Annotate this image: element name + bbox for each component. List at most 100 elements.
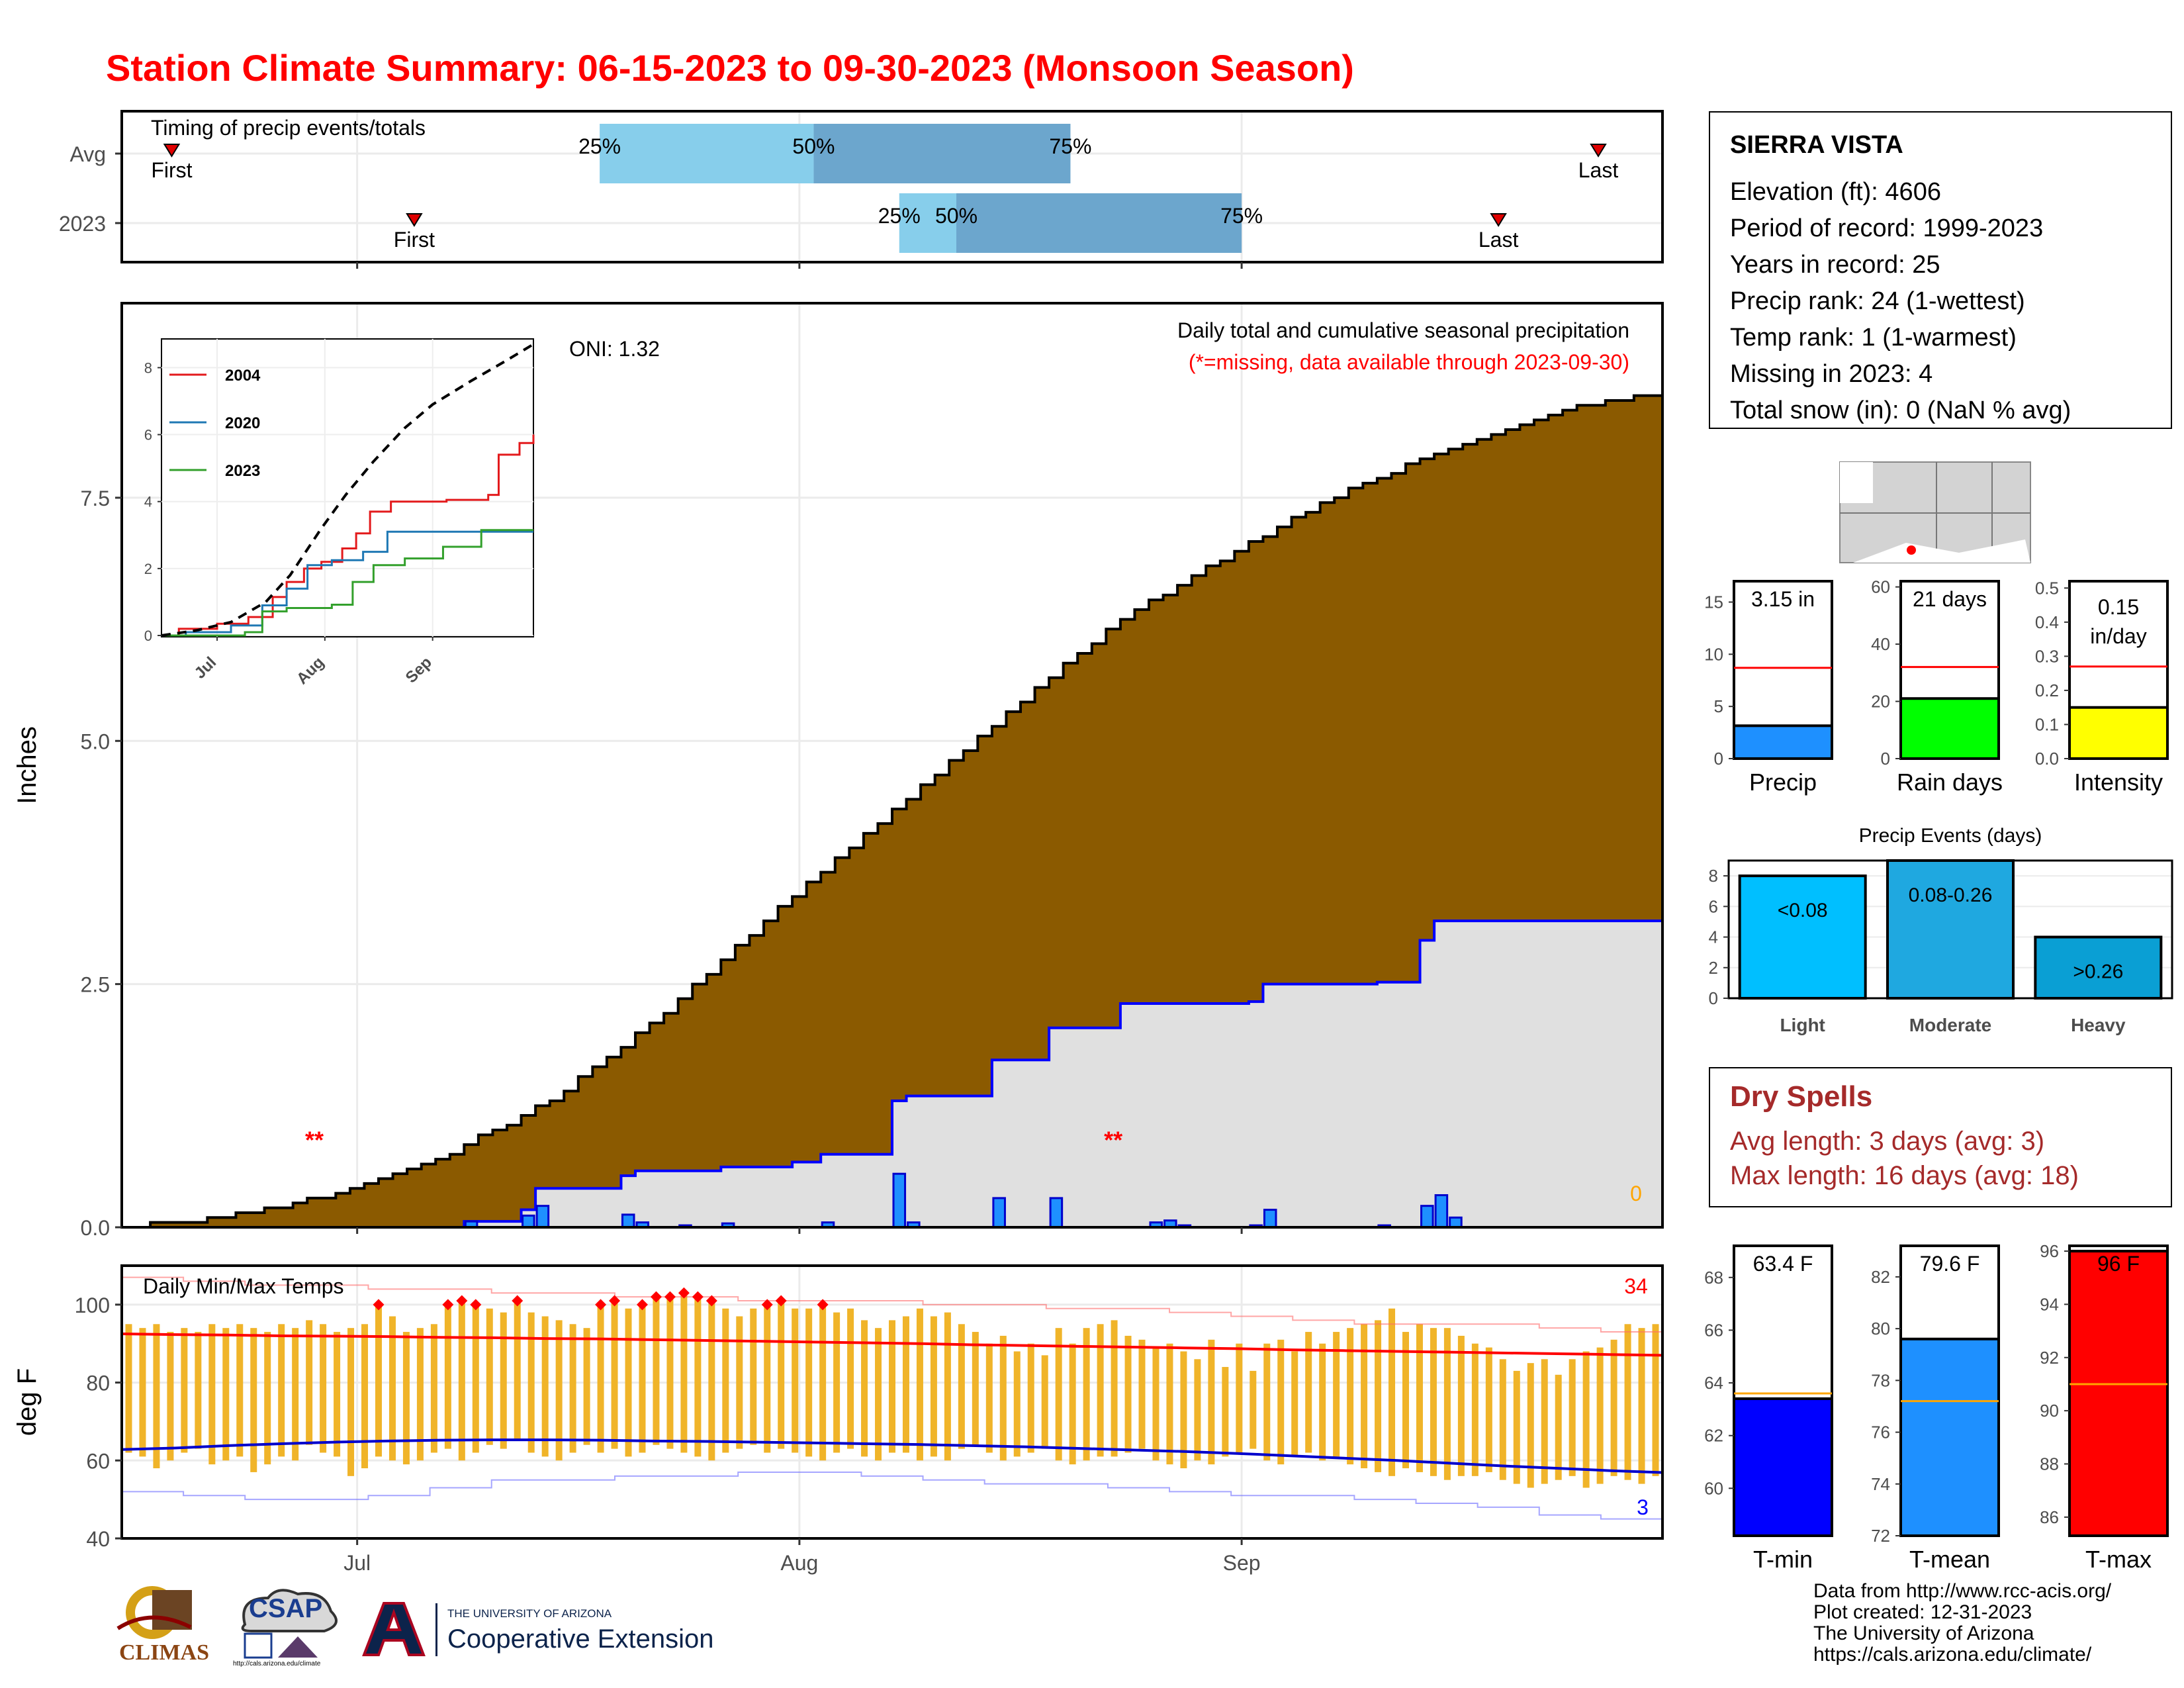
- daily-precip-bar: [1434, 1194, 1449, 1229]
- station-name: SIERRA VISTA: [1730, 131, 1903, 159]
- ua-cooperative-extension-logo: THE UNIVERSITY OF ARIZONA Cooperative Ex…: [357, 1599, 754, 1665]
- station-precip-rank: Precip rank: 24 (1-wettest): [1730, 287, 2025, 315]
- tmax-label: 96 F: [2097, 1252, 2140, 1276]
- daily-temp-bar: [167, 1332, 174, 1461]
- daily-temp-bar: [764, 1304, 771, 1453]
- daily-temp-bar: [1555, 1374, 1562, 1480]
- daily-temp-bar: [1236, 1343, 1243, 1453]
- temp-panel-frame: [120, 1264, 1664, 1540]
- daily-temp-bar: [388, 1316, 396, 1461]
- daily-temp-bar: [1361, 1324, 1368, 1469]
- credit-university: The University of Arizona: [1813, 1622, 2034, 1644]
- precip-ytick-label: 2.5: [81, 973, 110, 997]
- daily-temp-bar: [972, 1332, 979, 1445]
- daily-temp-bar: [1263, 1343, 1271, 1461]
- events-bar-label: 0.08-0.26: [1909, 884, 1993, 906]
- daily-temp-bar: [1319, 1343, 1326, 1461]
- daily-temp-bar: [750, 1308, 757, 1445]
- station-temp-rank: Temp rank: 1 (1-warmest): [1730, 324, 2017, 352]
- daily-temp-bar: [541, 1316, 549, 1457]
- daily-temp-bar: [999, 1335, 1007, 1461]
- daily-temp-bar: [361, 1324, 369, 1469]
- record-high-marker: [761, 1299, 773, 1311]
- month-xtick-label: Jul: [343, 1551, 371, 1575]
- temp-ytick-label: 40: [86, 1527, 110, 1551]
- record-low-count: 3: [1637, 1495, 1649, 1519]
- timing-bar-25-50: [600, 124, 814, 183]
- station-missing: Missing in 2023: 4: [1730, 360, 1933, 388]
- station-snow: Total snow (in): 0 (NaN % avg): [1730, 397, 2071, 424]
- daily-temp-bar: [708, 1300, 715, 1461]
- tmax-value-bar: [2068, 1250, 2169, 1538]
- intensity-label-unit: in/day: [2090, 624, 2146, 648]
- daily-precip-bar: [1263, 1209, 1277, 1229]
- daily-temp-bar: [250, 1328, 257, 1472]
- tmax-ytick-label: 92: [2040, 1348, 2059, 1368]
- daily-temp-bar: [1416, 1324, 1423, 1472]
- daily-temp-bar: [1402, 1332, 1409, 1469]
- daily-temp-bar: [792, 1308, 799, 1453]
- daily-temp-bar: [694, 1297, 702, 1457]
- station-period: Period of record: 1999-2023: [1730, 214, 2044, 242]
- intensity-ytick-label: 0.4: [2035, 612, 2059, 632]
- daily-temp-bar: [347, 1328, 355, 1476]
- intensity-ytick-label: 0.1: [2035, 714, 2059, 734]
- daily-temp-bar: [125, 1324, 132, 1453]
- rain-days-label: 21 days: [1913, 587, 1987, 611]
- daily-precip-bar: [992, 1197, 1006, 1229]
- daily-temp-bar: [569, 1324, 576, 1453]
- timing-last-label: Last: [1578, 158, 1619, 182]
- record-high-marker: [470, 1299, 482, 1311]
- daily-temp-bar: [208, 1324, 216, 1465]
- daily-temp-bar: [1541, 1359, 1548, 1484]
- tmean-ytick-label: 82: [1871, 1267, 1890, 1287]
- daily-temp-bar: [306, 1320, 313, 1445]
- daily-temp-bar: [1208, 1339, 1215, 1465]
- events-xtick-label: Moderate: [1909, 1015, 1991, 1035]
- inset-ytick-label: 8: [144, 359, 152, 376]
- daily-temp-bar: [1430, 1328, 1437, 1476]
- events-bar: [1738, 874, 1867, 1000]
- daily-temp-bar: [805, 1308, 813, 1457]
- daily-temp-bar: [486, 1308, 493, 1445]
- daily-temp-bar: [583, 1328, 590, 1445]
- dry-spells-avg: Avg length: 3 days (avg: 3): [1730, 1127, 2045, 1156]
- events-bar: [1886, 859, 2015, 1000]
- daily-temp-bar: [930, 1316, 937, 1457]
- daily-temp-bar: [1652, 1324, 1659, 1476]
- tmin-ytick-label: 66: [1704, 1320, 1723, 1340]
- record-high-marker: [442, 1299, 454, 1311]
- daily-temp-bar: [1610, 1339, 1617, 1476]
- tmax-ytick-label: 94: [2040, 1294, 2059, 1314]
- events-panel-frame: [1727, 859, 2173, 1000]
- daily-temp-bar: [847, 1308, 854, 1449]
- daily-temp-bar: [861, 1320, 868, 1457]
- inset-series-2023: [161, 529, 533, 637]
- daily-temp-bar: [1457, 1335, 1465, 1476]
- daily-temp-bar: [1443, 1328, 1451, 1480]
- daily-temp-bar: [334, 1332, 341, 1457]
- csap-logo-url: http://cals.arizona.edu/climate: [233, 1660, 321, 1667]
- daily-temp-bar: [1305, 1332, 1312, 1453]
- inset-legend-label: 2020: [225, 414, 260, 432]
- daily-temp-bar: [889, 1320, 895, 1453]
- timing-title: Timing of precip events/totals: [151, 116, 426, 140]
- precip-ytick-label: 7.5: [81, 487, 110, 510]
- daily-precip-bar: [892, 1172, 907, 1229]
- precip-total-ytick-label: 5: [1714, 696, 1723, 716]
- record-high-marker: [512, 1295, 523, 1307]
- precip-total-ytick-label: 0: [1714, 749, 1723, 769]
- climas-logo-text: CLIMAS: [118, 1640, 210, 1665]
- avg-cumulative-line: [122, 394, 1662, 1229]
- daily-temp-bar: [153, 1324, 160, 1469]
- events-ytick-label: 8: [1709, 866, 1718, 886]
- daily-temp-bar: [1250, 1370, 1257, 1449]
- ua-big-text: Cooperative Extension: [447, 1624, 714, 1654]
- precip-total-label: 3.15 in: [1751, 587, 1815, 611]
- daily-precip-bar: [621, 1213, 635, 1229]
- oni-annotation: ONI: 1.32: [569, 337, 660, 361]
- tmax-ytick-label: 86: [2040, 1507, 2059, 1527]
- daily-temp-bar: [1027, 1343, 1034, 1453]
- daily-temp-bar: [833, 1312, 841, 1453]
- rain-days-ytick-label: 60: [1871, 577, 1890, 597]
